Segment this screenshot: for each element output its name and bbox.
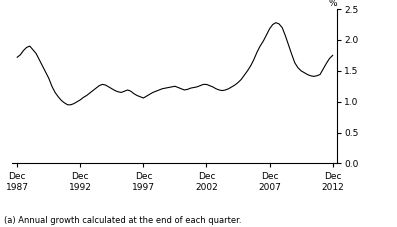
- Text: %: %: [329, 0, 337, 7]
- Text: (a) Annual growth calculated at the end of each quarter.: (a) Annual growth calculated at the end …: [4, 216, 241, 225]
